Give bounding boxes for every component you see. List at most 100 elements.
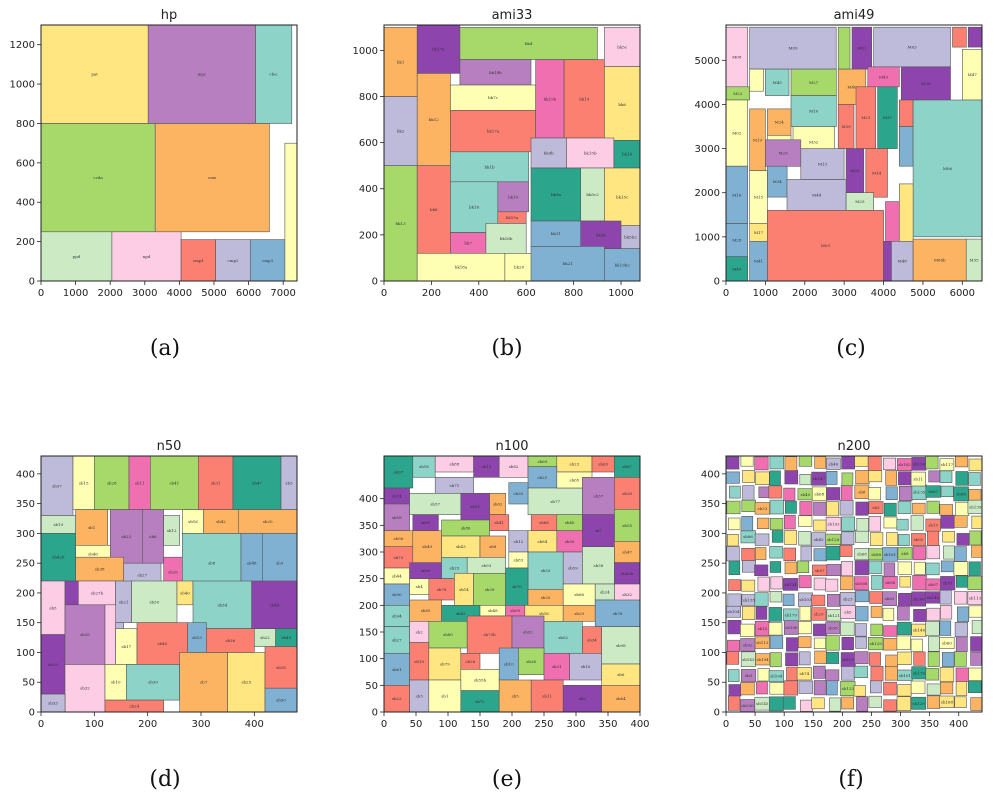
- block-sb43: [855, 590, 870, 603]
- block-sb9: [839, 499, 854, 516]
- block-label-sb70: sb70: [512, 584, 522, 589]
- block-sb20: [798, 515, 813, 527]
- block-label-sb140: sb140: [913, 628, 926, 633]
- y-tick-label: 200: [359, 230, 378, 241]
- block-sb25: [227, 652, 266, 712]
- block-label-sb135: sb135: [743, 597, 756, 602]
- block-sb63: [927, 651, 940, 667]
- block-sb1: [75, 509, 108, 546]
- block-sb35: [825, 621, 841, 635]
- block-label-sb33: sb33: [48, 701, 58, 706]
- block-bk15a: [497, 211, 527, 224]
- block-label-sb44: sb44: [392, 574, 402, 579]
- block-sb176: [870, 605, 883, 618]
- block-label-sb139: sb139: [969, 504, 982, 509]
- block-sb9: [562, 684, 602, 712]
- block-sb47: [232, 456, 282, 510]
- y-tick-label: 300: [16, 529, 35, 540]
- block-M12: [967, 26, 982, 48]
- block-label-cmp2: cmp2: [227, 258, 239, 263]
- block-sb20: [926, 695, 941, 709]
- block-label-sb78: sb78: [437, 587, 447, 592]
- block-M42: [898, 183, 914, 242]
- block-label-bk4: bk4: [525, 41, 533, 46]
- block-label-M49: M49: [732, 266, 742, 271]
- axes-frame: [40, 455, 298, 713]
- block-label-bk20: bk20: [514, 265, 525, 270]
- block-sb200: [870, 532, 884, 546]
- block-label-M03: M03: [908, 45, 918, 50]
- block-sb27: [384, 626, 410, 654]
- block-sb192: [910, 638, 923, 652]
- block-sb117: [813, 623, 827, 637]
- block-label-M32: M32: [809, 140, 819, 145]
- x-tick-label: 0: [723, 719, 729, 730]
- block-sb194: [968, 605, 982, 618]
- block-label-sb14: sb14: [459, 587, 469, 592]
- block-label-sb67: sb67: [622, 464, 632, 469]
- block-label-sb76: sb76: [613, 611, 623, 616]
- block-sb94: [798, 456, 813, 467]
- block-label-sb3: sb3: [416, 694, 424, 699]
- y-tick-label: 3000: [695, 144, 720, 155]
- block-label-sb182: sb182: [898, 462, 911, 467]
- x-tick-label: 2000: [792, 288, 817, 299]
- block-sb128: [869, 591, 883, 604]
- block-label-sb46: sb46: [828, 461, 838, 466]
- block-sb37: [582, 476, 615, 515]
- block-label-sb10: sb10: [111, 680, 121, 685]
- blocks-ami49: M08 M09 M01 M03 M22 M02 M45 M27 M40 M43 M38 M47 M10 M…: [726, 26, 982, 281]
- block-bk19b2: [604, 248, 640, 281]
- block-label-M47: M47: [968, 72, 978, 77]
- block-sb182: [768, 622, 783, 636]
- block-sb40: [882, 607, 895, 621]
- chart-title: n200: [837, 439, 870, 454]
- block-sb46: [955, 636, 968, 653]
- block-sb21: [769, 590, 783, 603]
- block-label-sb3: sb3: [745, 673, 753, 678]
- block-bk5c: [604, 26, 640, 67]
- block-label-sb1: sb1: [88, 525, 95, 530]
- block-M18: [898, 126, 914, 167]
- block-sb35: [784, 561, 798, 575]
- block-label-pat: pat: [91, 72, 98, 77]
- x-tick-label: 4000: [167, 288, 192, 299]
- block-sb121: [742, 485, 755, 501]
- block-M44: [786, 179, 847, 211]
- x-tick-label: 100: [438, 719, 457, 730]
- x-tick-label: 3000: [132, 288, 157, 299]
- block-label-bk16: bk16: [469, 205, 480, 210]
- block-label-sb8: sb8: [489, 544, 497, 549]
- block-sb67: [754, 592, 769, 607]
- block-sb150: [883, 699, 897, 712]
- block-M49: [726, 256, 749, 281]
- blocks-n100: sb97 sb18 sb88 sb13 sb82 sb69 sb23 sb63 sb67 sb74…: [384, 456, 640, 712]
- block-label-sb37: sb37: [52, 483, 62, 488]
- block-bk1: [384, 26, 418, 97]
- block-sb129: [825, 578, 839, 592]
- block-sb43: [769, 470, 781, 486]
- block-sb74: [796, 667, 812, 681]
- y-tick-label: 2000: [695, 188, 720, 199]
- y-tick-label: 50: [365, 681, 378, 692]
- block-label-sb19: sb19: [414, 659, 424, 664]
- block-sb41: [150, 456, 199, 510]
- block-sb157: [896, 621, 912, 635]
- block-label-sb49: sb49: [422, 544, 432, 549]
- block-sb68: [897, 605, 910, 621]
- block-label-sb176: sb176: [913, 670, 926, 675]
- block-sb101: [768, 485, 783, 499]
- x-tick-label: 400: [630, 719, 649, 730]
- block-sb35: [869, 680, 882, 694]
- block-label-sb38: sb38: [95, 567, 105, 572]
- block-label-sb34: sb34: [587, 638, 597, 643]
- block-sb3: [868, 501, 884, 514]
- block-label-M21: M21: [861, 115, 870, 120]
- block-sb23: [755, 471, 770, 485]
- block-sb15: [798, 680, 814, 694]
- block-label-sb80: sb80: [443, 632, 453, 637]
- block-label-sb192: sb192: [827, 521, 840, 526]
- block-sb47: [971, 620, 982, 634]
- block-label-sb13: sb13: [192, 635, 202, 640]
